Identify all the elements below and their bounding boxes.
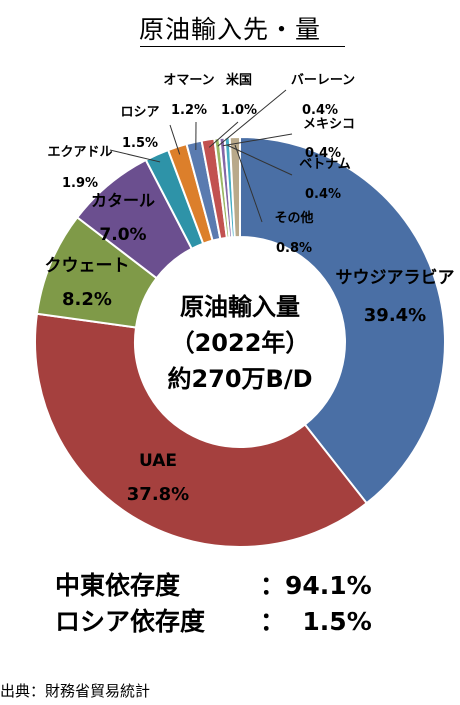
- slice-value-5: 1.9%: [62, 176, 98, 191]
- leader-line-10: [222, 133, 293, 147]
- slice-value-8: 1.0%: [221, 103, 257, 118]
- slice-label-1: サウジアラビア: [336, 268, 455, 288]
- summary-row-middle-east: 中東依存度 ：94.1%: [55, 566, 372, 602]
- slice-label-12: その他: [274, 210, 313, 226]
- center-label-line-1: 原油輸入量: [180, 293, 300, 321]
- slice-label-2: UAE: [139, 451, 177, 471]
- summary-row-russia: ロシア依存度 ： 1.5%: [55, 602, 372, 638]
- slice-value-2: 37.8%: [127, 484, 189, 505]
- slice-value-10: 0.4%: [305, 146, 341, 161]
- summary-value: ：94.1%: [260, 571, 372, 600]
- leader-line-12: [234, 144, 263, 223]
- slice-label-6: ロシア: [120, 105, 159, 120]
- title-underline: [140, 46, 345, 47]
- summary-label: 中東依存度: [55, 571, 181, 600]
- center-label-line-2: （2022年）: [171, 329, 310, 357]
- leader-line-5: [109, 149, 161, 163]
- slice-value-3: 8.2%: [62, 289, 112, 310]
- center-label-line-3: 約270万B/D: [167, 365, 312, 393]
- summary-value: ： 1.5%: [260, 607, 372, 636]
- leader-line-6: [169, 124, 181, 155]
- slice-label-5: エクアドル: [47, 145, 112, 160]
- pie-slice-12: [228, 135, 241, 239]
- slice-value-9: 0.4%: [302, 103, 338, 118]
- donut-chart: サウジアラビア 39.4% UAE 37.8% クウェート 8.2% カタール 7.0% エクア…: [34, 72, 455, 548]
- slice-label-4: カタール: [91, 191, 155, 210]
- slice-label-10: メキシコ: [303, 117, 355, 132]
- chart-title: 原油輸入先・量: [138, 15, 321, 44]
- source-note: 出典：財務省貿易統計: [0, 682, 151, 700]
- slice-value-7: 1.2%: [171, 103, 207, 118]
- leader-line-9: [217, 89, 287, 147]
- pie-slice-1: [239, 135, 446, 505]
- title-area: 原油輸入先・量: [0, 0, 460, 50]
- slice-label-8: 米国: [226, 72, 252, 88]
- pie-slice-2: [34, 312, 369, 548]
- summary-label: ロシア依存度: [55, 607, 206, 636]
- slice-label-7: オマーン: [163, 73, 214, 88]
- slice-value-4: 7.0%: [99, 225, 146, 245]
- slice-label-11: ベトナム: [299, 157, 351, 172]
- slice-label-9: バーレーン: [291, 73, 355, 88]
- slice-value-1: 39.4%: [364, 305, 426, 326]
- slice-value-11: 0.4%: [305, 187, 341, 202]
- slice-value-6: 1.5%: [122, 136, 158, 151]
- leader-line-8: [208, 121, 239, 148]
- slice-value-12: 0.8%: [276, 241, 312, 256]
- leader-line-11: [227, 144, 293, 176]
- slice-label-3: クウェート: [45, 256, 130, 276]
